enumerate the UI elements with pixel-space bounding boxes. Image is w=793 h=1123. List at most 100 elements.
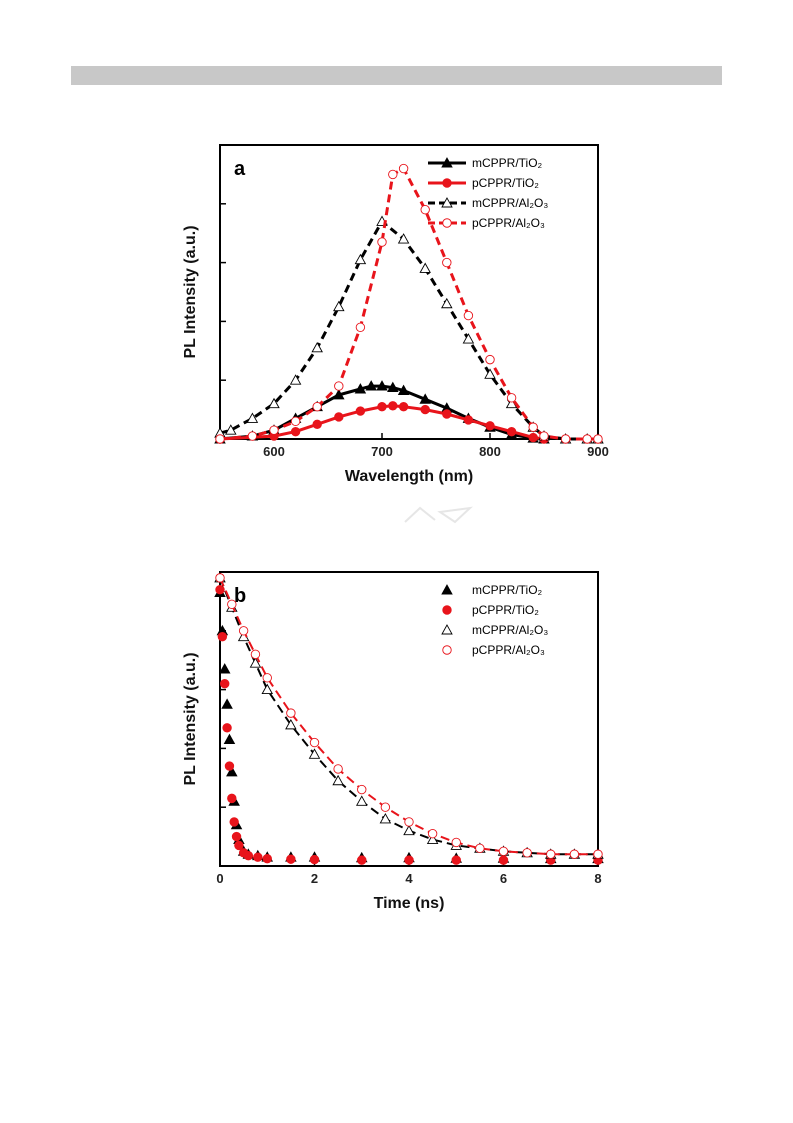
legend-marker: [442, 218, 452, 228]
data-point: [231, 831, 242, 842]
legend-item-1: pCPPR/TiO₂: [442, 603, 539, 617]
data-point: [582, 434, 592, 444]
data-point: [312, 419, 322, 429]
data-point: [334, 412, 344, 422]
data-point: [253, 852, 263, 862]
data-point: [365, 380, 377, 391]
legend-label: pCPPR/TiO₂: [472, 603, 539, 617]
data-point: [485, 421, 495, 431]
data-point: [419, 262, 431, 273]
data-point: [246, 412, 259, 423]
panel-label-a: a: [234, 158, 246, 180]
data-point: [215, 573, 225, 583]
data-point: [498, 846, 509, 856]
x-tick-label-900: 900: [587, 444, 609, 459]
data-point: [262, 673, 272, 683]
data-point: [398, 401, 409, 412]
data-point: [420, 404, 430, 415]
series-pcppr-al-o-3: [215, 573, 603, 859]
data-point: [286, 854, 296, 864]
x-tick-label-700: 700: [371, 444, 393, 459]
x-axis-title: Time (ns): [374, 895, 445, 912]
data-point: [419, 393, 431, 404]
data-point: [215, 584, 225, 595]
x-tick-label-0: 0: [216, 871, 223, 886]
data-point: [451, 855, 461, 865]
data-point: [403, 824, 415, 836]
x-tick-label-4: 4: [405, 871, 413, 886]
legend-label: mCPPR/TiO₂: [472, 156, 543, 170]
legend-item-1: pCPPR/TiO₂: [428, 176, 539, 190]
data-point: [220, 679, 230, 689]
data-point: [218, 663, 231, 674]
data-point: [332, 774, 344, 786]
data-point: [355, 795, 368, 806]
data-point: [225, 424, 237, 435]
data-point: [215, 434, 225, 444]
data-point: [528, 432, 538, 443]
plot-frame: [219, 144, 599, 440]
data-point: [376, 380, 388, 391]
data-point: [404, 855, 414, 865]
y-axis-title: PL Intensity (a.u.): [182, 652, 199, 785]
data-point: [377, 237, 387, 247]
data-point: [217, 631, 228, 642]
data-point: [224, 761, 235, 771]
data-point: [333, 388, 345, 400]
data-point: [380, 802, 391, 812]
legend-item-0: mCPPR/TiO₂: [428, 156, 543, 170]
data-point: [560, 434, 571, 444]
legend-label: pCPPR/TiO₂: [472, 176, 539, 190]
watermark-mark: [404, 506, 473, 524]
data-point: [355, 406, 366, 416]
data-point: [397, 233, 410, 244]
series-line: [219, 577, 598, 856]
data-point: [227, 793, 237, 804]
data-point: [498, 855, 509, 865]
legend-item-2: mCPPR/Al₂O₃: [428, 196, 548, 210]
data-point: [354, 383, 367, 394]
legend-item-2: mCPPR/Al₂O₃: [441, 623, 548, 637]
data-point: [262, 853, 272, 864]
data-point: [593, 849, 603, 859]
panel-label-b: b: [234, 585, 246, 607]
series-line: [219, 219, 598, 441]
series-mcppr-al-o-2: [214, 215, 604, 444]
legend-marker: [441, 157, 453, 168]
data-point: [397, 384, 410, 395]
data-point: [451, 837, 461, 848]
x-tick-label-2: 2: [311, 871, 318, 886]
data-point: [528, 422, 538, 432]
data-point: [355, 322, 366, 332]
legend-item-3: pCPPR/Al₂O₃: [428, 216, 545, 230]
data-point: [569, 849, 580, 859]
data-point: [357, 855, 367, 865]
data-point: [285, 718, 297, 730]
legend-marker: [442, 178, 452, 188]
data-point: [462, 333, 475, 344]
data-point: [427, 828, 438, 839]
data-point: [309, 737, 320, 748]
data-point: [404, 817, 414, 827]
data-point: [484, 368, 496, 379]
data-point: [247, 431, 258, 441]
data-point: [289, 374, 302, 385]
data-point: [398, 163, 409, 174]
data-point: [261, 683, 274, 695]
data-point: [463, 415, 474, 425]
data-point: [546, 849, 556, 859]
data-point: [243, 851, 254, 861]
data-point: [441, 297, 453, 309]
legend-label: pCPPR/Al₂O₃: [472, 643, 545, 657]
data-point: [442, 409, 452, 419]
x-tick-label-8: 8: [594, 871, 601, 886]
x-tick-label-600: 600: [263, 444, 285, 459]
data-point: [269, 425, 279, 435]
y-axis-title: PL Intensity (a.u.): [182, 225, 199, 358]
data-point: [506, 426, 517, 437]
data-point: [354, 253, 367, 265]
data-point: [226, 765, 238, 777]
legend-label: mCPPR/TiO₂: [472, 583, 543, 597]
data-point: [290, 426, 301, 437]
series-line: [219, 577, 598, 856]
